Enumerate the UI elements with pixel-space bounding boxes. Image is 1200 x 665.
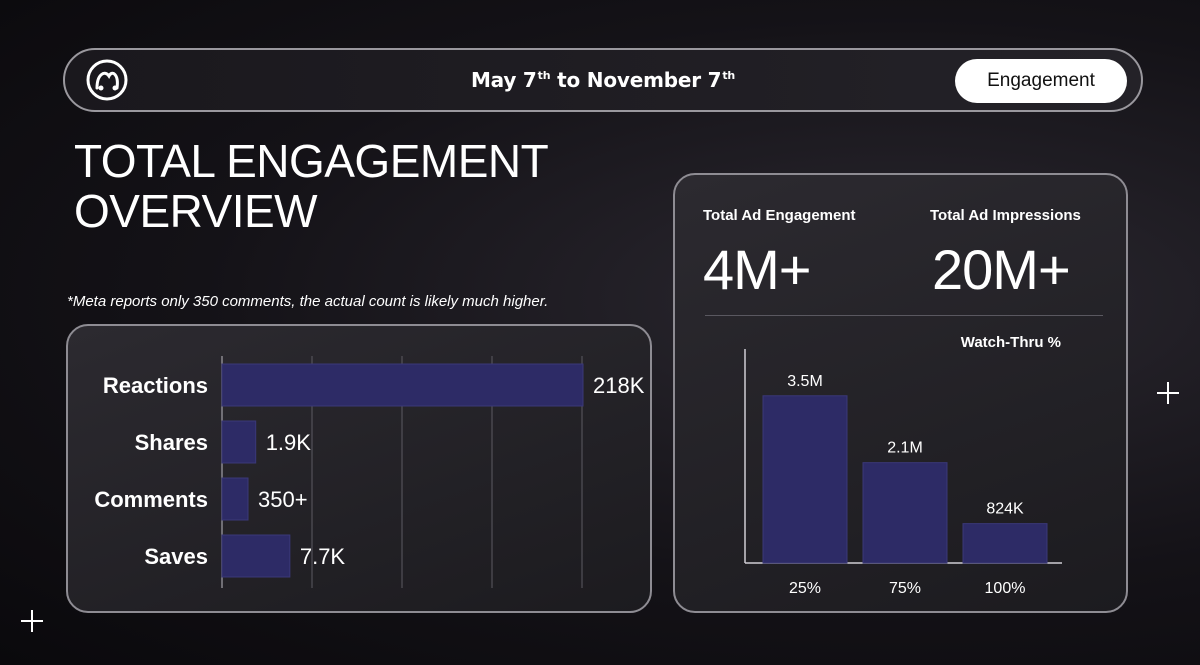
kpi-impressions-value: 20M+ (932, 238, 1071, 301)
engagement-breakdown-panel: Reactions 218K Shares 1.9K Comments 350+ Saves… (66, 324, 652, 613)
kpi-engagement-label: Total Ad Engagement (703, 207, 856, 224)
plus-decoration-icon (1157, 382, 1179, 404)
kpi-impressions-label: Total Ad Impressions (930, 207, 1081, 224)
kpi-engagement-value: 4M+ (703, 238, 811, 301)
page-title: TOTAL ENGAGEMENT OVERVIEW (74, 136, 574, 236)
category-label: Saves (144, 544, 208, 569)
category-label: 25% (789, 580, 821, 597)
data-label: 824K (986, 501, 1024, 518)
engagement-tag-button[interactable]: Engagement (955, 59, 1127, 103)
plus-decoration-icon (21, 610, 43, 632)
footnote: *Meta reports only 350 comments, the act… (67, 293, 549, 310)
category-label: Shares (135, 430, 208, 455)
date-separator: to (557, 68, 581, 92)
watch-thru-bar-chart: Watch-Thru % 3.5M 25% 2.1M 75% 824K 100% (744, 334, 1062, 597)
ad-metrics-panel: Total Ad Engagement 4M+ Total Ad Impress… (673, 173, 1128, 613)
bar-watch-100pct (962, 523, 1048, 564)
category-label: 75% (889, 580, 921, 597)
bar-watch-25pct (762, 395, 848, 564)
category-label: Reactions (103, 373, 208, 398)
data-label: 218K (593, 373, 645, 398)
category-label: Comments (94, 487, 208, 512)
chart-title: Watch-Thru % (961, 334, 1061, 351)
data-label: 2.1M (887, 440, 923, 457)
date-to-suffix: th (722, 69, 736, 82)
page-title-line1: TOTAL ENGAGEMENT (74, 135, 549, 187)
data-label: 350+ (258, 487, 308, 512)
brand-logo-icon (86, 59, 128, 101)
date-range: May 7th to November 7th (65, 68, 1141, 92)
header-bar: May 7th to November 7th Engagement (63, 48, 1143, 112)
data-label: 3.5M (787, 373, 823, 390)
page-title-line2: OVERVIEW (74, 185, 318, 237)
bar-saves (221, 534, 291, 578)
bar-reactions (221, 363, 584, 407)
bar-shares (221, 420, 257, 464)
date-to: November 7 (586, 68, 722, 92)
panel-divider (705, 315, 1103, 316)
data-label: 1.9K (266, 430, 312, 455)
category-label: 100% (985, 580, 1026, 597)
data-label: 7.7K (300, 544, 346, 569)
date-from-suffix: th (537, 69, 551, 82)
bar-watch-75pct (862, 462, 948, 564)
engagement-bar-chart: Reactions 218K Shares 1.9K Comments 350+ Saves… (94, 356, 645, 588)
bar-comments (221, 477, 249, 521)
date-from: May 7 (470, 68, 537, 92)
